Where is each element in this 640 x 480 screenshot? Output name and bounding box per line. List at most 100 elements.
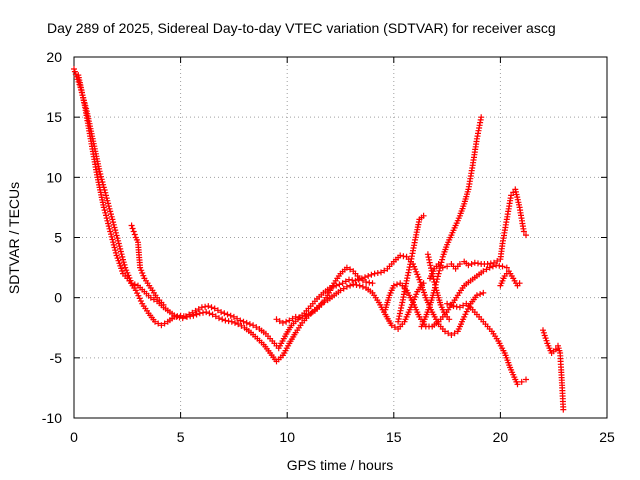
data-point-track-1	[442, 328, 448, 335]
data-point-track-2	[343, 283, 350, 290]
data-point-track-8	[494, 258, 501, 264]
data-point-track-3	[139, 270, 146, 276]
data-point-track-4	[343, 264, 350, 271]
data-point-track-2	[232, 319, 238, 326]
data-point-track-1	[208, 304, 215, 311]
data-point-track-2	[161, 320, 168, 327]
y-tick-label: -5	[50, 350, 63, 366]
data-point-track-1	[243, 319, 250, 326]
data-point-track-2	[132, 287, 139, 294]
data-point-track-1	[195, 306, 202, 313]
data-point-track-4	[279, 319, 286, 326]
x-tick-label: 15	[386, 429, 402, 445]
data-point-track-2	[391, 324, 398, 331]
data-point-track-3	[130, 228, 137, 235]
data-point-track-1	[97, 171, 104, 177]
data-point-track-1	[381, 267, 388, 274]
data-point-track-4	[299, 315, 306, 322]
data-point-track-1	[150, 296, 157, 303]
data-point-track-2	[104, 217, 111, 224]
data-point-track-2	[111, 244, 118, 251]
y-tick-label: 5	[54, 230, 62, 246]
data-point-track-12	[560, 406, 567, 413]
data-point-track-10	[432, 281, 438, 288]
data-point-track-1	[108, 211, 114, 218]
data-point-track-2	[112, 247, 119, 254]
x-tick-label: 10	[279, 429, 295, 445]
data-point-track-9	[523, 376, 529, 383]
data-point-track-1	[240, 318, 247, 325]
x-tick-labels: 0 5 10 15 20 25	[70, 429, 615, 445]
y-tick-label: 0	[54, 290, 62, 306]
data-point-track-1	[107, 208, 114, 215]
x-axis-label: GPS time / hours	[287, 457, 394, 473]
data-point-track-1	[451, 330, 458, 337]
data-point-track-2	[420, 280, 427, 287]
data-point-track-2	[356, 282, 363, 289]
data-point-track-1	[448, 332, 455, 338]
data-point-track-7	[436, 267, 443, 274]
data-point-track-10	[429, 270, 436, 277]
data-point-track-1	[352, 277, 359, 284]
data-point-track-1	[121, 261, 128, 268]
data-point-track-1	[368, 271, 375, 278]
data-point-track-6	[407, 261, 414, 268]
data-point-track-4	[289, 315, 296, 322]
plot-frame	[73, 56, 608, 419]
data-point-track-1	[147, 294, 154, 301]
data-point-track-4	[286, 317, 293, 324]
data-point-track-5	[480, 268, 487, 275]
axis-ticks	[73, 56, 608, 419]
data-point-track-9	[447, 301, 454, 308]
data-point-track-2	[152, 318, 158, 325]
data-point-track-2	[388, 322, 395, 329]
data-point-track-1	[96, 168, 103, 175]
data-point-track-3	[131, 231, 138, 238]
data-point-track-10	[429, 273, 436, 280]
data-point-track-4	[356, 275, 363, 282]
data-point-track-1	[246, 321, 253, 328]
data-point-track-1	[214, 307, 221, 314]
data-point-track-7	[435, 270, 442, 277]
data-point-track-1	[116, 243, 123, 250]
data-point-track-1	[336, 281, 343, 288]
data-point-track-1	[211, 305, 218, 312]
data-point-track-8	[439, 264, 446, 271]
data-point-track-7	[439, 256, 446, 263]
data-point-track-9	[444, 300, 451, 307]
data-point-track-2	[137, 298, 144, 304]
data-point-track-1	[118, 251, 125, 258]
data-point-track-1	[105, 200, 112, 207]
data-point-track-4	[273, 316, 280, 323]
data-point-track-5	[483, 266, 490, 273]
data-point-track-4	[305, 311, 312, 318]
data-point-track-1	[110, 221, 117, 228]
data-point-track-3	[160, 301, 167, 308]
data-point-track-9	[514, 381, 521, 388]
data-point-track-8	[465, 262, 472, 269]
data-point-track-1	[462, 311, 469, 318]
data-point-track-2	[216, 315, 222, 322]
data-point-track-10	[432, 284, 439, 291]
data-point-track-12	[552, 346, 559, 353]
x-tick-label: 25	[599, 429, 615, 445]
data-point-track-2	[100, 204, 107, 211]
data-point-track-1	[110, 219, 117, 226]
data-point-track-1	[221, 310, 228, 317]
data-point-track-1	[109, 216, 116, 223]
data-point-track-2	[209, 311, 216, 318]
data-point-track-2	[110, 239, 117, 246]
data-point-track-2	[203, 309, 210, 316]
data-point-track-2	[106, 225, 113, 232]
data-point-track-4	[347, 266, 354, 273]
data-point-track-4	[359, 277, 366, 284]
data-point-track-10	[430, 276, 437, 283]
data-point-track-9	[456, 304, 463, 311]
y-axis-label: SDTVAR / TECUs	[6, 182, 22, 294]
data-point-track-1	[112, 227, 119, 234]
data-point-track-1	[445, 330, 452, 337]
data-point-track-5	[499, 263, 506, 270]
data-point-track-2	[340, 285, 347, 292]
data-point-track-2	[206, 310, 213, 317]
